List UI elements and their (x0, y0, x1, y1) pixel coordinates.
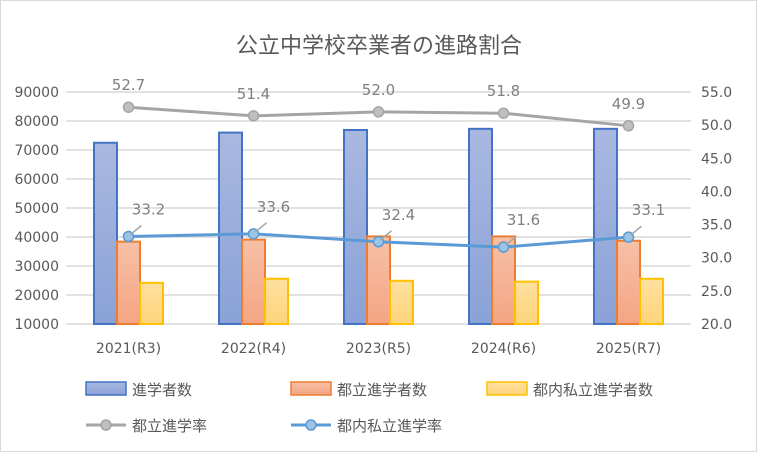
x-tick-label: 2023(R5) (346, 341, 411, 357)
leader-line (630, 225, 642, 236)
legend-swatch (486, 381, 528, 396)
y-left-tick-label: 90000 (14, 85, 59, 101)
y-right-tick-label: 30.0 (701, 251, 732, 267)
bar-都立進学者数 (491, 235, 516, 325)
bar-都内私立進学者数 (639, 277, 664, 326)
bar-都立進学者数 (116, 240, 141, 325)
y-right-tick-label: 25.0 (701, 284, 732, 300)
data-label: 33.6 (257, 198, 290, 216)
data-label: 32.4 (382, 206, 415, 224)
y-left-tick-label: 10000 (14, 317, 59, 333)
leader-line (130, 224, 142, 236)
bar-都内私立進学者数 (389, 279, 414, 326)
y-left-tick-label: 20000 (14, 288, 59, 304)
x-tick-label: 2021(R3) (96, 341, 161, 357)
data-label: 51.4 (237, 85, 270, 103)
data-label: 52.0 (362, 81, 395, 99)
point-都立進学率 (622, 120, 635, 132)
y-left-tick-label: 50000 (14, 201, 59, 217)
point-都立進学率 (497, 107, 510, 119)
point-都立進学率 (372, 106, 385, 118)
bar-進学者数 (593, 127, 618, 325)
data-label: 51.8 (487, 82, 520, 100)
legend-label: 都内私立進学者数 (533, 381, 653, 399)
y-right-tick-label: 40.0 (701, 184, 732, 200)
legend-label: 都立進学率 (132, 417, 207, 435)
x-tick-label: 2024(R6) (471, 341, 536, 357)
bar-進学者数 (93, 141, 118, 325)
leader-line (380, 230, 392, 241)
point-都立進学率 (247, 110, 260, 122)
y-left-tick-label: 40000 (14, 230, 59, 246)
bar-都内私立進学者数 (139, 281, 164, 326)
legend-marker (100, 419, 112, 431)
bar-進学者数 (218, 131, 243, 325)
point-都立進学率 (122, 101, 135, 113)
data-label: 52.7 (112, 76, 145, 94)
data-label: 31.6 (507, 211, 540, 229)
data-label: 33.1 (632, 201, 665, 219)
bar-都立進学者数 (241, 238, 266, 325)
y-left-tick-label: 80000 (14, 114, 59, 130)
y-left-tick-label: 30000 (14, 259, 59, 275)
leader-line (255, 222, 267, 233)
y-right-tick-label: 50.0 (701, 118, 732, 134)
bar-都内私立進学者数 (514, 280, 539, 326)
x-tick-label: 2025(R7) (596, 341, 661, 357)
bar-都立進学者数 (366, 235, 391, 325)
leader-line (505, 235, 517, 246)
y-left-tick-label: 60000 (14, 172, 59, 188)
legend-swatch (290, 381, 332, 396)
legend-swatch (85, 381, 127, 396)
chart-title: 公立中学校卒業者の進路割合 (236, 34, 522, 59)
data-label: 49.9 (612, 95, 645, 113)
bar-進学者数 (343, 128, 368, 325)
bar-進学者数 (468, 127, 493, 325)
y-right-tick-label: 35.0 (701, 218, 732, 234)
legend-label: 都立進学者数 (337, 381, 427, 399)
x-tick-label: 2022(R4) (221, 341, 286, 357)
data-label: 33.2 (132, 201, 165, 219)
y-right-tick-label: 55.0 (701, 85, 732, 101)
legend-marker (305, 419, 317, 431)
y-left-tick-label: 70000 (14, 143, 59, 159)
bar-都立進学者数 (616, 239, 641, 326)
bar-都内私立進学者数 (264, 277, 289, 326)
y-right-tick-label: 45.0 (701, 151, 732, 167)
y-right-tick-label: 20.0 (701, 317, 732, 333)
legend-label: 都内私立進学率 (337, 417, 442, 435)
legend-label: 進学者数 (132, 381, 192, 399)
